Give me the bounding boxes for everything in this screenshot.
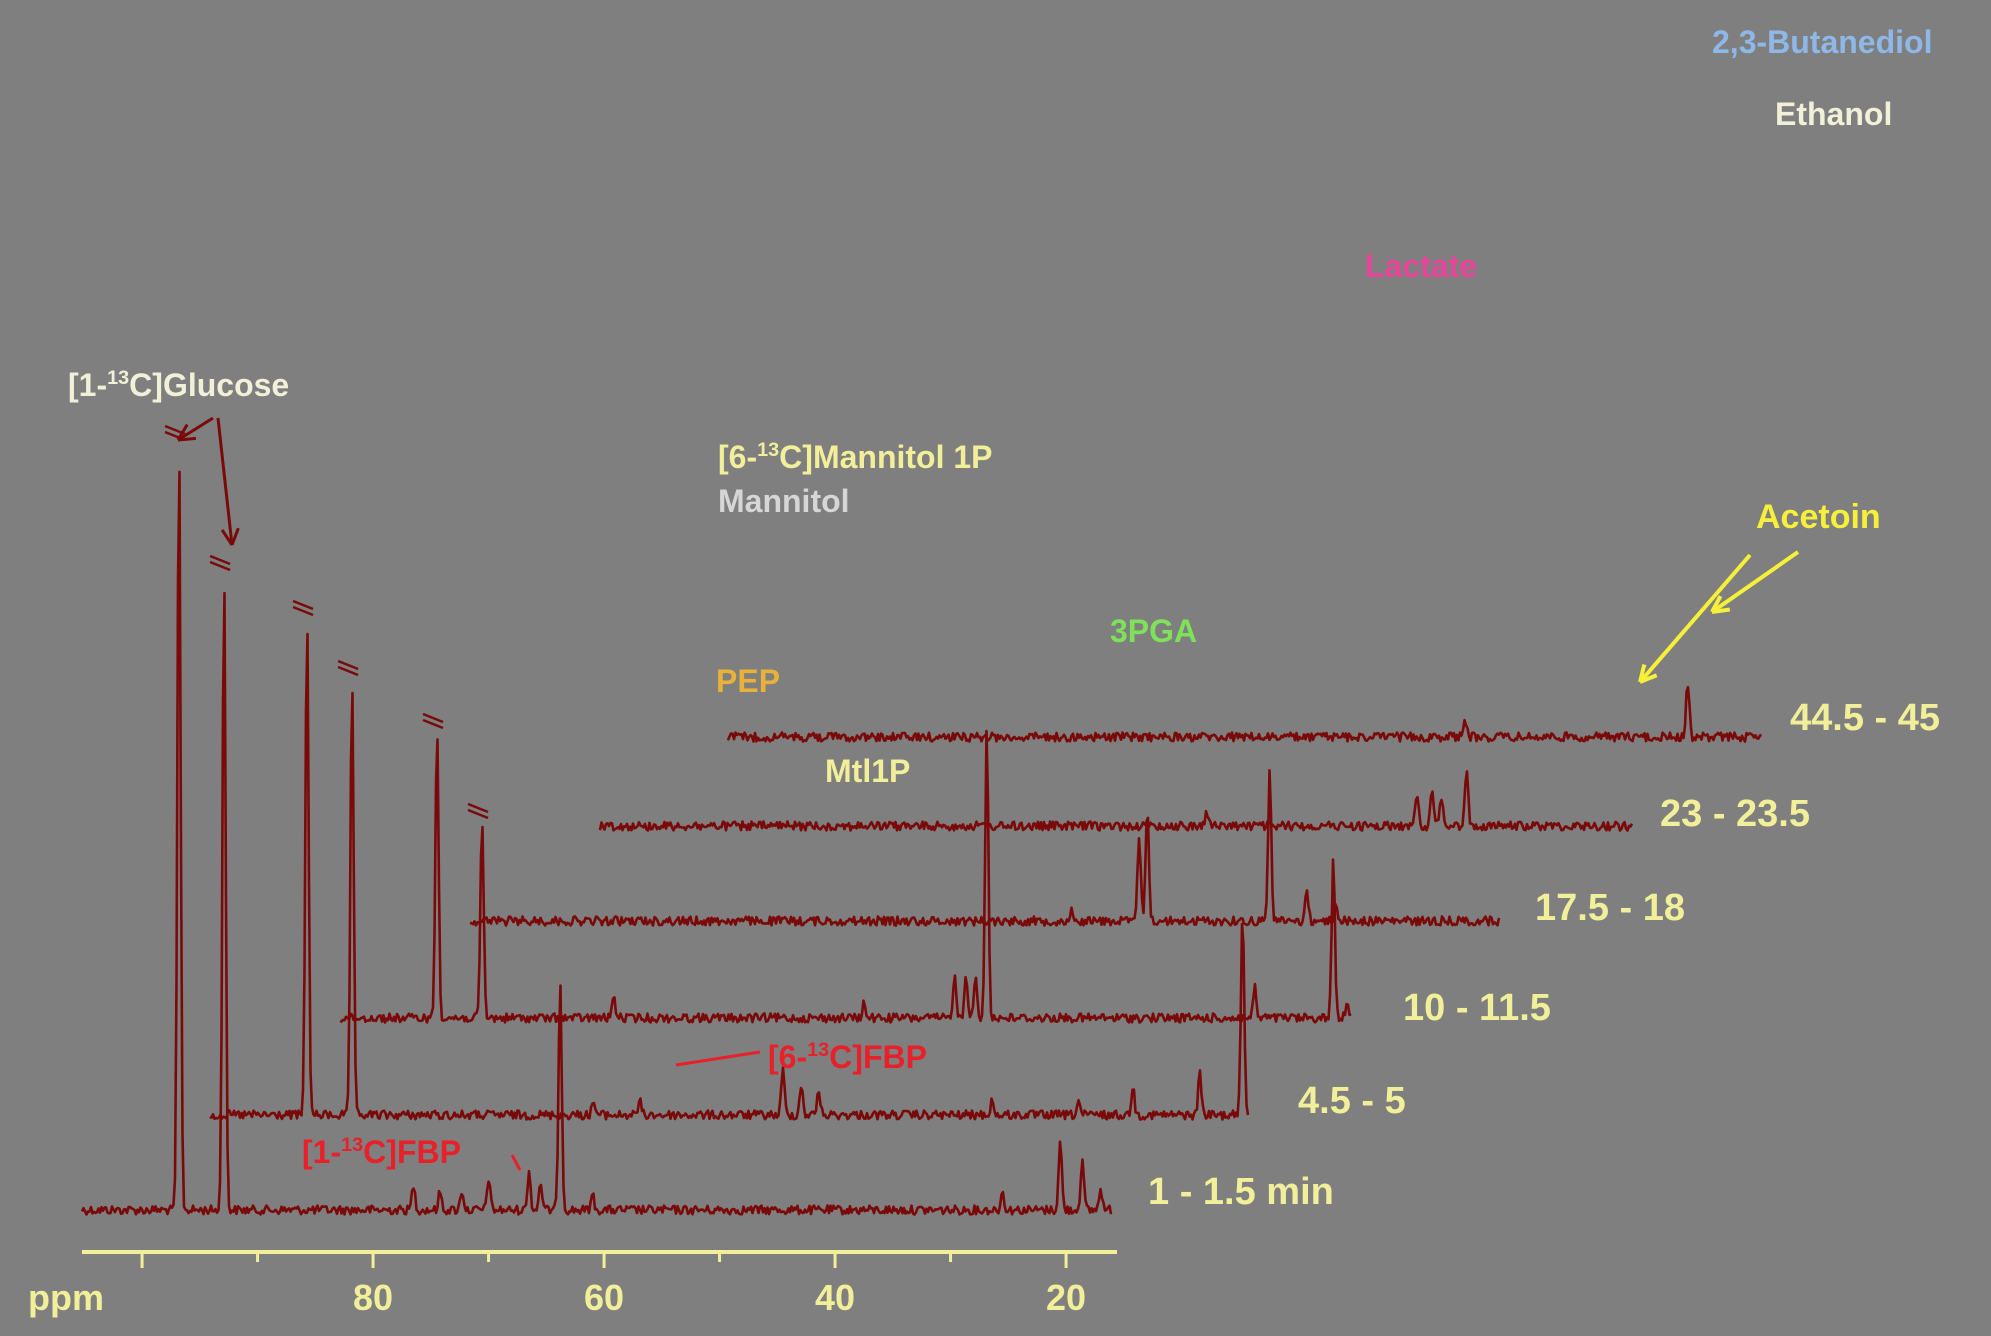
peak-annotation: [6-13C]FBP	[768, 1039, 927, 1075]
series-time-label: 44.5 - 45	[1790, 697, 1940, 739]
peak-annotation: [1-13C]Glucose	[68, 367, 289, 403]
peak-annotation: Mannitol	[718, 483, 850, 519]
spectra-group	[80, 424, 1762, 1216]
ppm-axis: 80 60 40 20 ppm	[28, 1250, 1117, 1318]
spectrum-trace	[598, 770, 1634, 832]
truncation-mark	[292, 605, 314, 617]
peak-annotation: 3PGA	[1110, 613, 1197, 649]
peak-annotation: PEP	[716, 663, 780, 699]
glucose-arrow	[216, 417, 234, 546]
peak-annotation: Ethanol	[1775, 96, 1892, 132]
glucose-arrow-head	[177, 436, 197, 442]
peak-annotation: [6-13C]Mannitol 1P	[718, 439, 993, 475]
truncation-mark	[292, 599, 314, 611]
acetoin-arrow-head	[1639, 673, 1658, 684]
fbp1-pointer	[510, 1154, 522, 1171]
tick-label: 60	[584, 1277, 624, 1318]
glucose-arrow	[177, 416, 214, 442]
truncation-mark	[467, 808, 489, 820]
spectrum-trace	[339, 729, 1352, 1024]
acetoin-arrow	[1710, 550, 1800, 614]
series-time-label: 17.5 - 18	[1535, 887, 1685, 929]
truncation-mark	[209, 560, 231, 572]
fbp6-pointer	[675, 1050, 761, 1067]
tick-label: 20	[1046, 1277, 1086, 1318]
truncation-mark	[209, 554, 231, 566]
peak-annotation: Lactate	[1365, 248, 1477, 284]
tick-label: 80	[353, 1277, 393, 1318]
series-time-label: 1 - 1.5 min	[1148, 1171, 1334, 1213]
peak-annotation: 2,3-Butanediol	[1712, 24, 1932, 60]
glucose-arrow-head	[176, 423, 189, 441]
acetoin-arrow-head	[1710, 595, 1723, 613]
peak-annotation: [1-13C]FBP	[302, 1134, 461, 1170]
truncation-mark	[422, 718, 444, 730]
peak-annotations: [1-13C]Glucose [6-13C]Mannitol 1P Mannitol…	[68, 24, 1932, 1171]
truncation-mark	[337, 659, 359, 671]
spectrum-trace	[726, 685, 1762, 743]
acetoin-arrow-head	[1711, 607, 1731, 614]
series-time-label: 23 - 23.5	[1660, 793, 1810, 835]
time-labels: 1 - 1.5 min 4.5 - 5 10 - 11.5 17.5 - 18 23 -…	[1148, 697, 1940, 1213]
spectrum-trace	[209, 632, 1250, 1121]
glucose-arrow-head	[220, 529, 234, 546]
truncation-mark	[467, 802, 489, 814]
truncation-mark	[422, 712, 444, 724]
acetoin-arrow-head	[1638, 664, 1647, 683]
truncation-mark	[337, 665, 359, 677]
series-time-label: 10 - 11.5	[1403, 987, 1551, 1029]
tick-label: 40	[815, 1277, 855, 1318]
peak-annotation: Mtl1P	[825, 753, 910, 789]
axis-unit-label: ppm	[28, 1277, 104, 1318]
glucose-arrow-head	[230, 527, 240, 546]
spectrum-trace	[469, 769, 1501, 927]
series-time-label: 4.5 - 5	[1298, 1080, 1406, 1122]
acetoin-arrow	[1638, 553, 1752, 684]
spectrum-trace	[80, 470, 1113, 1216]
peak-annotation: Acetoin	[1756, 498, 1881, 536]
